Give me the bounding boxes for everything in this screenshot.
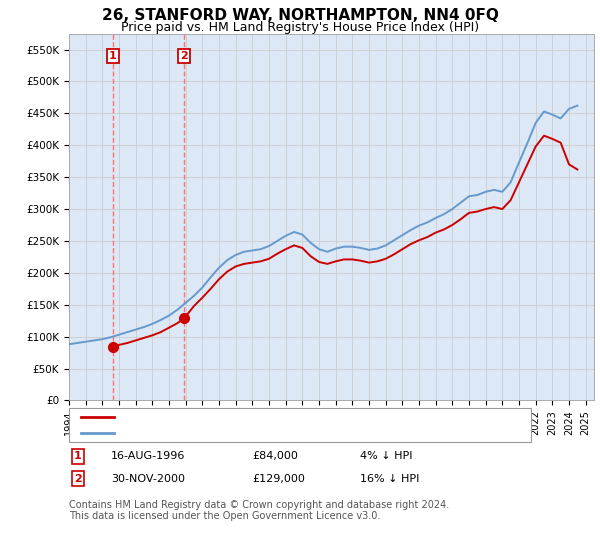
Text: Price paid vs. HM Land Registry's House Price Index (HPI): Price paid vs. HM Land Registry's House … — [121, 21, 479, 34]
Text: 16-AUG-1996: 16-AUG-1996 — [111, 451, 185, 461]
Text: 30-NOV-2000: 30-NOV-2000 — [111, 474, 185, 484]
Text: £129,000: £129,000 — [252, 474, 305, 484]
Text: Contains HM Land Registry data © Crown copyright and database right 2024.
This d: Contains HM Land Registry data © Crown c… — [69, 500, 449, 521]
Text: £84,000: £84,000 — [252, 451, 298, 461]
Text: 1: 1 — [109, 51, 116, 61]
Text: 2: 2 — [74, 474, 82, 484]
Text: HPI: Average price, detached house, West Northamptonshire: HPI: Average price, detached house, West… — [120, 428, 459, 438]
Text: 16% ↓ HPI: 16% ↓ HPI — [360, 474, 419, 484]
Text: 4% ↓ HPI: 4% ↓ HPI — [360, 451, 413, 461]
Text: 26, STANFORD WAY, NORTHAMPTON, NN4 0FQ: 26, STANFORD WAY, NORTHAMPTON, NN4 0FQ — [101, 8, 499, 24]
Text: 26, STANFORD WAY, NORTHAMPTON, NN4 0FQ (detached house): 26, STANFORD WAY, NORTHAMPTON, NN4 0FQ (… — [120, 412, 481, 422]
Text: 2: 2 — [181, 51, 188, 61]
Text: 1: 1 — [74, 451, 82, 461]
